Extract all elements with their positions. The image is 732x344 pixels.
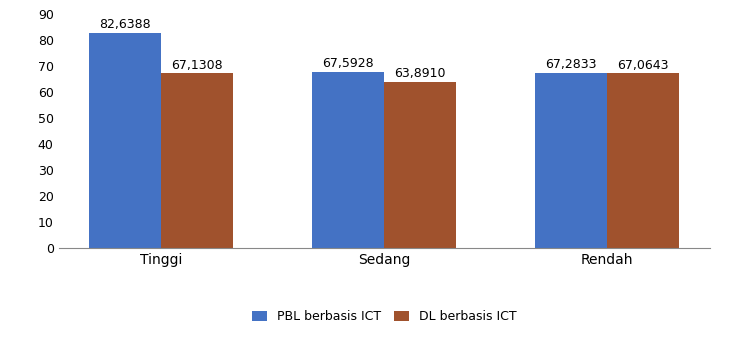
Text: 82,6388: 82,6388 xyxy=(100,18,152,31)
Text: 67,2833: 67,2833 xyxy=(545,58,597,71)
Bar xyxy=(607,73,679,248)
Bar xyxy=(89,33,162,248)
Bar xyxy=(384,82,456,248)
Bar xyxy=(535,73,607,248)
Text: 63,8910: 63,8910 xyxy=(395,67,446,80)
Legend: PBL berbasis ICT, DL berbasis ICT: PBL berbasis ICT, DL berbasis ICT xyxy=(247,305,521,329)
Text: 67,0643: 67,0643 xyxy=(617,59,669,72)
Bar xyxy=(313,72,384,248)
Text: 67,5928: 67,5928 xyxy=(323,57,374,71)
Bar xyxy=(162,73,234,248)
Text: 67,1308: 67,1308 xyxy=(171,58,223,72)
